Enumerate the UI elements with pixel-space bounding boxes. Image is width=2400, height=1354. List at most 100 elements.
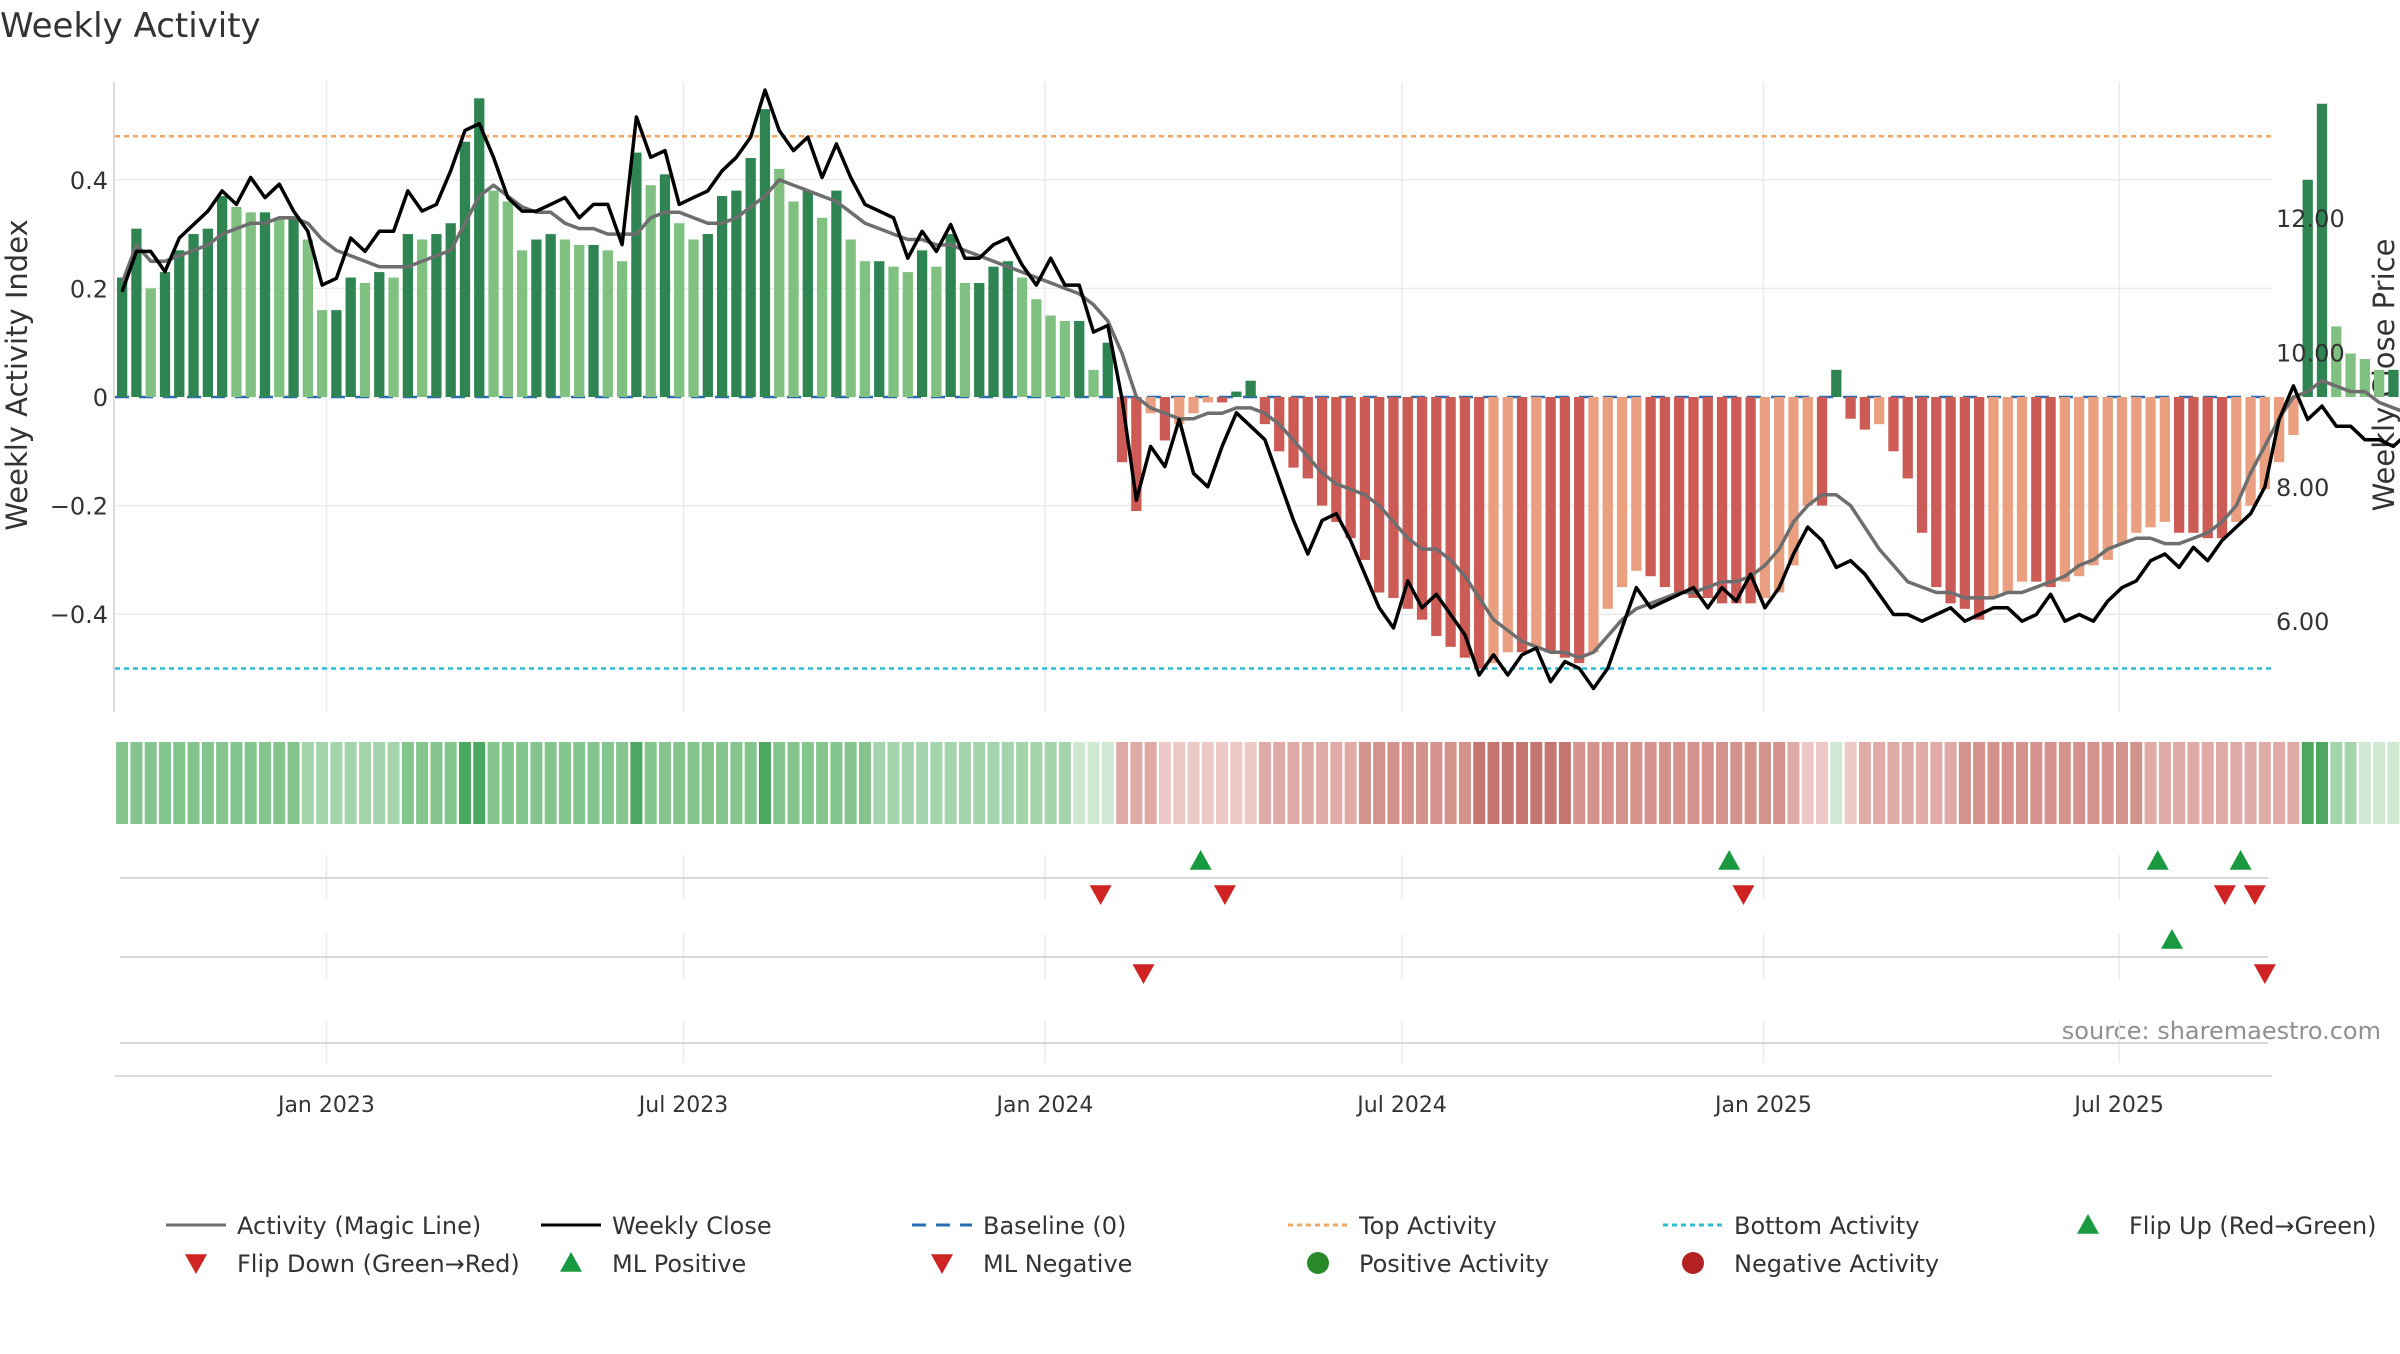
activity-bar <box>159 272 171 397</box>
activity-bar <box>1816 397 1828 506</box>
legend-label: Activity (Magic Line) <box>237 1212 481 1240</box>
activity-bar <box>1116 397 1128 463</box>
strip-cell <box>1758 742 1771 824</box>
strip-cell <box>1130 742 1143 824</box>
activity-bar <box>288 217 299 397</box>
activity-bar <box>1188 397 1199 414</box>
strip-cell <box>1201 742 1214 824</box>
activity-bar <box>1174 397 1185 425</box>
strip-cell <box>1387 742 1400 824</box>
activity-bar <box>2216 397 2228 539</box>
strip-cell <box>1830 742 1843 824</box>
strip-cell <box>987 742 1000 824</box>
strip-cell <box>1787 742 1800 824</box>
x-axis-ticks: Jan 2023 Jul 2023 Jan 2024 Jul 2024 Jan 2025… <box>115 1075 2272 1118</box>
source-label: source: sharemaestro.com <box>2062 1017 2381 1045</box>
flip-down-marker <box>1732 885 1755 905</box>
activity-bar <box>331 310 342 397</box>
activity-bar <box>2145 397 2156 528</box>
strip-cell <box>2344 742 2357 824</box>
activity-bar <box>145 288 156 397</box>
activity-bar <box>1931 397 1942 588</box>
activity-bar <box>2088 397 2099 566</box>
strip-cell <box>1987 742 2000 824</box>
activity-bar <box>2131 397 2142 533</box>
activity-bar <box>2231 397 2242 522</box>
strip-cell <box>973 742 986 824</box>
flip-down-marker <box>2243 885 2266 905</box>
activity-bar <box>516 250 528 397</box>
activity-bar <box>1002 261 1013 397</box>
flip-down-marker <box>1089 885 1112 905</box>
activity-bar <box>2388 369 2399 397</box>
strip-cell <box>1887 742 1900 824</box>
x-tick-label: Jul 2025 <box>2072 1093 2164 1118</box>
activity-bar <box>116 277 128 397</box>
strip-cell <box>773 742 786 824</box>
strip-cell <box>1601 742 1614 824</box>
strip-cell <box>1530 742 1543 824</box>
strip-cell <box>487 742 500 824</box>
activity-bar <box>1974 397 1985 620</box>
y2-tick-label: 12.00 <box>2276 205 2345 233</box>
activity-bar <box>488 190 499 397</box>
strip-cell <box>201 742 214 824</box>
legend-item: ML Negative <box>931 1250 1132 1278</box>
strip-cell <box>2273 742 2286 824</box>
activity-bar <box>1045 315 1056 397</box>
activity-bar <box>574 244 585 397</box>
activity-bar <box>645 185 656 397</box>
activity-bar <box>1416 397 1428 620</box>
legend-label: Negative Activity <box>1734 1250 1939 1278</box>
activity-bar <box>1088 369 1099 397</box>
strip-cell <box>1087 742 1100 824</box>
activity-bar <box>631 152 642 397</box>
activity-bar <box>688 239 699 397</box>
flip-up-marker <box>2146 850 2169 870</box>
legend-label: ML Positive <box>612 1250 746 1278</box>
legend-item: Top Activity <box>1288 1212 1497 1240</box>
activity-bar <box>674 223 685 397</box>
activity-bar <box>1216 397 1228 403</box>
activity-bar <box>1916 397 1928 533</box>
legend-label: Baseline (0) <box>983 1212 1126 1240</box>
flip-down-marker <box>2213 885 2236 905</box>
legend-item: Weekly Close <box>541 1212 772 1240</box>
strip-cell <box>701 742 714 824</box>
activity-bar <box>1502 397 1513 653</box>
activity-bar <box>502 201 513 397</box>
strip-cell <box>1101 742 1114 824</box>
strip-cell <box>1216 742 1229 824</box>
strip-cell <box>1244 742 1257 824</box>
flip-down-marker <box>1213 885 1236 905</box>
activity-bar <box>131 228 142 397</box>
strip-cell <box>1301 742 1314 824</box>
activity-bar <box>1474 397 1485 669</box>
signal-rows <box>120 850 2276 1044</box>
strip-cell <box>2258 742 2271 824</box>
legend-swatch-dot <box>1682 1252 1704 1274</box>
activity-bar <box>1588 397 1599 653</box>
activity-bar <box>1702 397 1713 598</box>
legend-label: Top Activity <box>1358 1212 1497 1240</box>
activity-bar <box>1159 397 1171 441</box>
activity-bar <box>1759 397 1771 598</box>
strip-cell <box>1930 742 1943 824</box>
activity-bar <box>2316 103 2328 398</box>
strip-cell <box>2201 742 2214 824</box>
strip-cell <box>444 742 457 824</box>
activity-bar <box>974 282 985 397</box>
strip-cell <box>2001 742 2014 824</box>
strip-cell <box>1473 742 1486 824</box>
strip-cell <box>1844 742 1857 824</box>
strip-cell <box>2087 742 2100 824</box>
activity-bar <box>1031 299 1042 397</box>
activity-bar <box>1402 397 1413 609</box>
strip-cell <box>787 742 800 824</box>
strip-cell <box>187 742 200 824</box>
activity-bar <box>359 282 371 397</box>
activity-bar <box>1874 397 1885 425</box>
activity-bar <box>802 190 813 397</box>
activity-bar <box>2373 369 2385 397</box>
